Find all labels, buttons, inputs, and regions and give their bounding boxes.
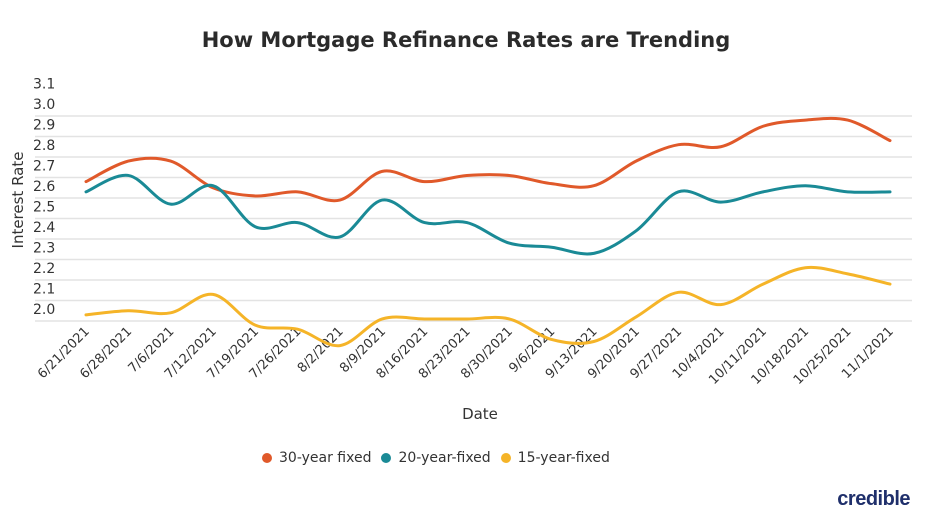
y-tick-label: 2.3 [33, 241, 55, 257]
chart-title: How Mortgage Refinance Rates are Trendin… [201, 28, 731, 52]
y-tick-label: 2.6 [33, 179, 55, 195]
legend-dot-icon [262, 453, 272, 463]
series-line-0 [84, 116, 892, 203]
y-tick-label: 2.0 [33, 302, 55, 318]
series-line-1 [84, 173, 892, 256]
x-axis-label: Date [462, 405, 498, 423]
y-tick-label: 3.0 [33, 97, 55, 113]
legend-item-30-year: 30-year fixed [262, 450, 371, 466]
y-tick-label: 2.1 [33, 282, 55, 298]
legend-item-15-year: 15-year-fixed [500, 450, 610, 466]
y-tick-label: 2.9 [33, 118, 55, 134]
legend-dot-icon [381, 453, 392, 463]
y-tick-label: 2.5 [33, 200, 55, 216]
legend-label: 30-year fixed [279, 450, 372, 466]
series-line-2 [84, 265, 892, 348]
y-tick-label: 2.4 [33, 220, 55, 236]
legend-label: 20-year-fixed [398, 450, 491, 466]
legend-item-20-year: 20-year-fixed [381, 450, 491, 466]
y-tick-label: 3.1 [33, 77, 55, 93]
y-axis-label: Interest Rate [9, 152, 27, 249]
credible-logo: credible [837, 488, 910, 510]
legend-dot-icon [500, 453, 511, 463]
y-tick-label: 2.7 [33, 159, 55, 175]
y-tick-label: 2.2 [33, 261, 55, 277]
legend: 30-year fixed 20-year-fixed 15-year-fixe… [262, 450, 620, 466]
legend-label: 15-year-fixed [517, 450, 610, 466]
y-tick-label: 2.8 [33, 138, 55, 154]
